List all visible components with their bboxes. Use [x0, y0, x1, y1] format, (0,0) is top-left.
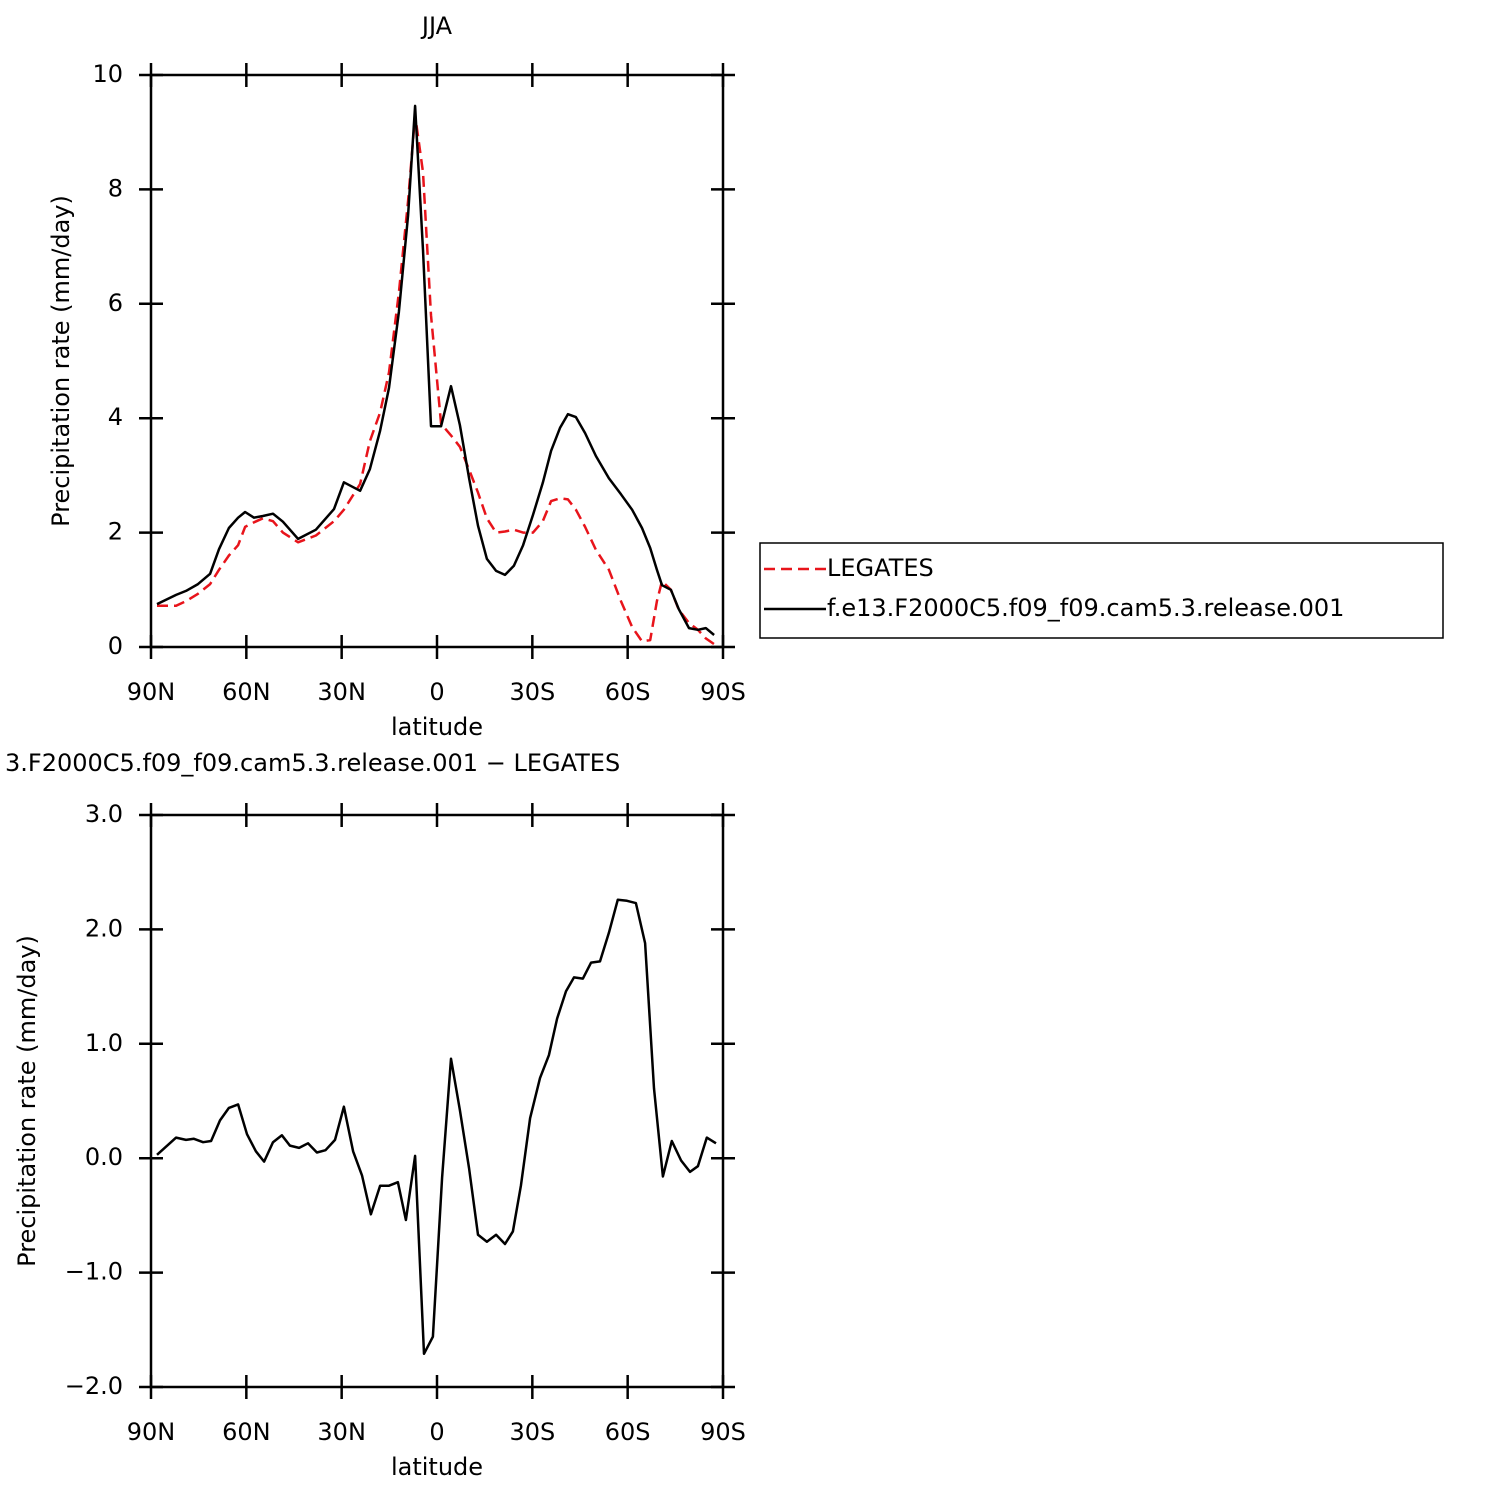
x-tick-label: 90N — [127, 1418, 176, 1446]
y-tick-label: 3.0 — [85, 800, 123, 828]
y-tick-label: 6 — [108, 289, 123, 317]
x-tick-label: 30S — [509, 1418, 555, 1446]
y-tick-label: 2.0 — [85, 914, 123, 942]
y-tick-label: −1.0 — [65, 1258, 123, 1286]
x-tick-label: 30N — [317, 678, 366, 706]
y-axis-label: Precipitation rate (mm/day) — [47, 195, 75, 527]
x-tick-label: 30N — [317, 1418, 366, 1446]
x-tick-label: 60N — [222, 678, 271, 706]
legend-label: LEGATES — [827, 554, 934, 582]
x-tick-label: 90S — [700, 1418, 746, 1446]
y-tick-label: 8 — [108, 174, 123, 202]
chart-title: JJA — [420, 12, 453, 40]
y-tick-label: 10 — [92, 60, 123, 88]
y-tick-label: 2 — [108, 518, 123, 546]
y-tick-label: −2.0 — [65, 1372, 123, 1400]
x-tick-label: 60N — [222, 1418, 271, 1446]
x-axis-label: latitude — [391, 1453, 483, 1481]
x-tick-label: 60S — [605, 1418, 651, 1446]
x-tick-label: 60S — [605, 678, 651, 706]
legend-box — [759, 542, 1444, 639]
data-line — [157, 113, 715, 646]
y-axis-label: Precipitation rate (mm/day) — [13, 935, 41, 1267]
x-tick-label: 90S — [700, 678, 746, 706]
data-line — [156, 898, 717, 1356]
y-tick-label: 0.0 — [85, 1143, 123, 1171]
y-tick-label: 1.0 — [85, 1029, 123, 1057]
y-tick-label: 0 — [108, 632, 123, 660]
x-tick-label: 30S — [509, 678, 555, 706]
y-tick-label: 4 — [108, 403, 123, 431]
x-tick-label: 90N — [127, 678, 176, 706]
legend-label: f.e13.F2000C5.f09_f09.cam5.3.release.001 — [827, 594, 1344, 622]
plot-frame — [149, 813, 725, 1389]
chart-title: 3.F2000C5.f09_f09.cam5.3.release.001 − L… — [5, 749, 620, 777]
x-tick-label: 0 — [429, 1418, 444, 1446]
x-axis-label: latitude — [391, 713, 483, 741]
data-line — [156, 104, 715, 636]
plot-frame — [149, 73, 725, 649]
x-tick-label: 0 — [429, 678, 444, 706]
